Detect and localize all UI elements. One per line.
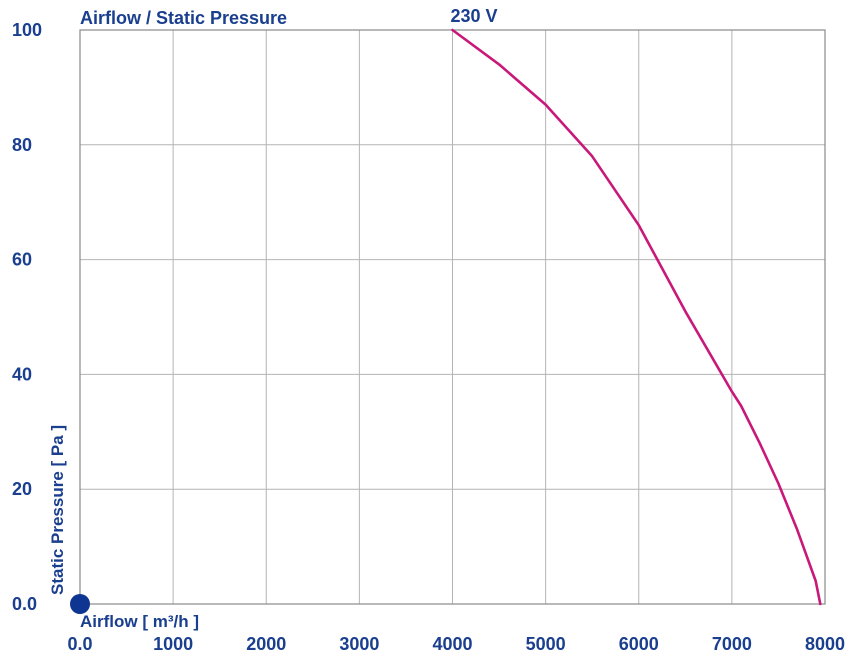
- series-layer: 230 V: [70, 6, 822, 614]
- x-tick-label: 4000: [432, 634, 472, 654]
- y-axis-title: Static Pressure [ Pa ]: [48, 425, 67, 595]
- x-axis-ticks: 0.0 1000 2000 3000 4000 5000 6000 7000 8000: [67, 634, 845, 654]
- y-tick-label: 40: [12, 364, 32, 384]
- y-tick-label: 100: [12, 20, 42, 40]
- series-label: 230 V: [451, 6, 498, 26]
- grid: [79, 29, 826, 605]
- y-tick-label: 0.0: [12, 594, 37, 614]
- origin-marker: [70, 594, 90, 614]
- x-tick-label: 2000: [246, 634, 286, 654]
- x-tick-label: 1000: [153, 634, 193, 654]
- series-line: [451, 28, 822, 606]
- x-tick-label: 3000: [339, 634, 379, 654]
- x-tick-label: 8000: [805, 634, 845, 654]
- x-tick-label: 7000: [712, 634, 752, 654]
- x-tick-label: 6000: [619, 634, 659, 654]
- chart-title: Airflow / Static Pressure: [80, 8, 287, 28]
- x-tick-label: 0.0: [67, 634, 92, 654]
- y-tick-label: 80: [12, 135, 32, 155]
- y-axis-ticks: 0.0 20 40 60 80 100: [12, 20, 42, 614]
- y-tick-label: 60: [12, 250, 32, 270]
- x-axis-title: Airflow [ m³/h ]: [80, 612, 199, 631]
- x-tick-label: 5000: [526, 634, 566, 654]
- y-tick-label: 20: [12, 479, 32, 499]
